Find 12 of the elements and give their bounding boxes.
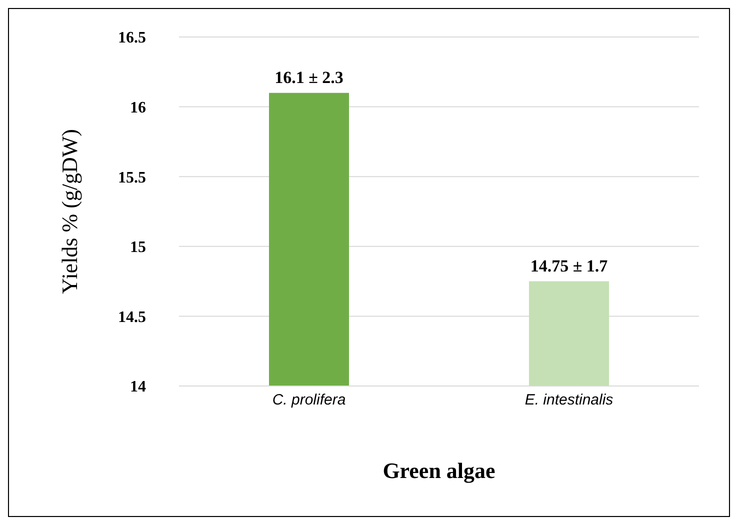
y-tick-label: 14.5 bbox=[118, 308, 146, 326]
x-tick-label: E. intestinalis bbox=[524, 392, 614, 409]
y-axis-title: Yields % (g/gDW) bbox=[56, 129, 82, 294]
y-tick-label: 16 bbox=[130, 99, 146, 116]
y-tick-label: 15.5 bbox=[118, 169, 146, 186]
data-label: 14.75 ± 1.7 bbox=[530, 256, 608, 276]
data-label: 16.1 ± 2.3 bbox=[274, 68, 344, 87]
y-tick-label: 16.5 bbox=[118, 30, 146, 47]
y-tick-label: 15 bbox=[130, 239, 146, 256]
x-tick-label: C. prolifera bbox=[272, 392, 346, 409]
y-tick-label: 14 bbox=[130, 378, 146, 396]
x-axis-title: Green algae bbox=[382, 458, 496, 483]
